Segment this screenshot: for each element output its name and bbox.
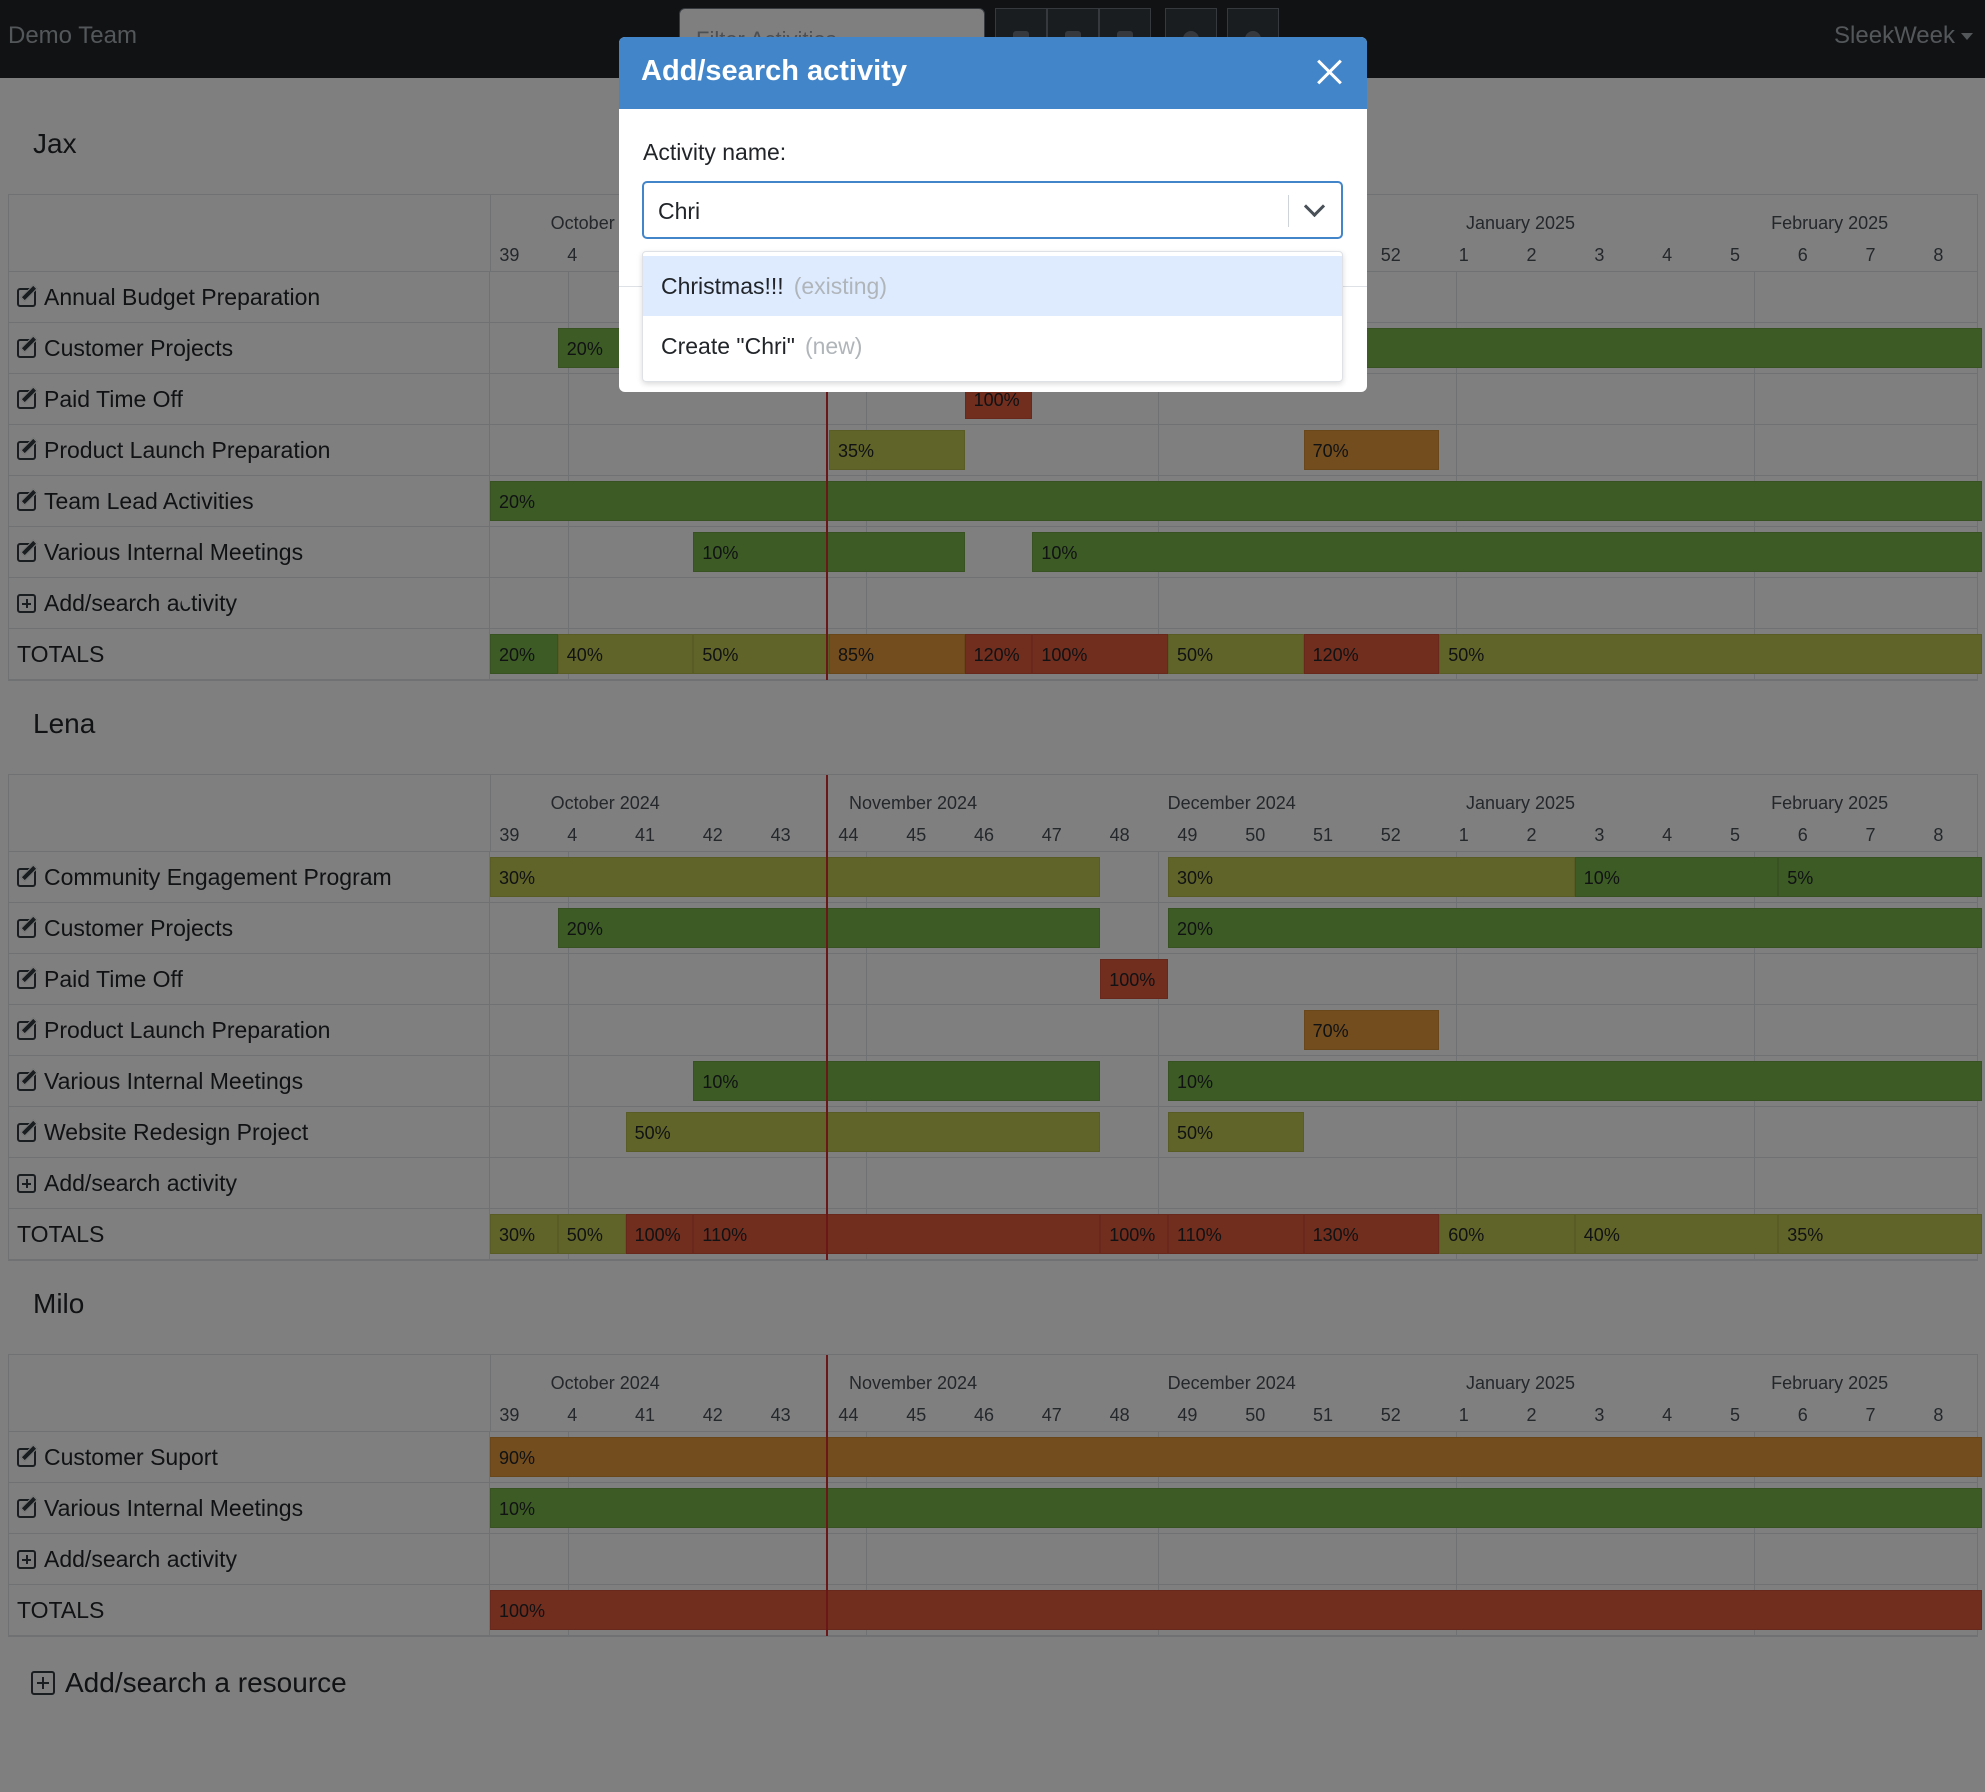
chevron-down-icon[interactable] — [1303, 195, 1326, 218]
add-activity-modal: Add/search activity Activity name: Chris… — [619, 37, 1367, 392]
option-tag: (existing) — [793, 273, 887, 299]
option-label: Christmas!!! — [661, 273, 784, 299]
modal-header: Add/search activity — [619, 37, 1367, 109]
activity-name-label: Activity name: — [643, 139, 787, 165]
activity-name-select[interactable] — [642, 181, 1343, 239]
modal-title: Add/search activity — [641, 55, 907, 87]
option-label: Create "Chri" — [661, 333, 795, 359]
close-icon[interactable] — [1311, 53, 1349, 91]
option-create-new[interactable]: Create "Chri" (new) — [643, 316, 1342, 376]
option-tag: (new) — [804, 333, 863, 359]
activity-options-menu: Christmas!!! (existing) Create "Chri" (new… — [642, 251, 1343, 382]
activity-name-input[interactable] — [658, 196, 1258, 226]
select-separator — [1288, 195, 1289, 227]
option-existing[interactable]: Christmas!!! (existing) — [643, 256, 1342, 316]
